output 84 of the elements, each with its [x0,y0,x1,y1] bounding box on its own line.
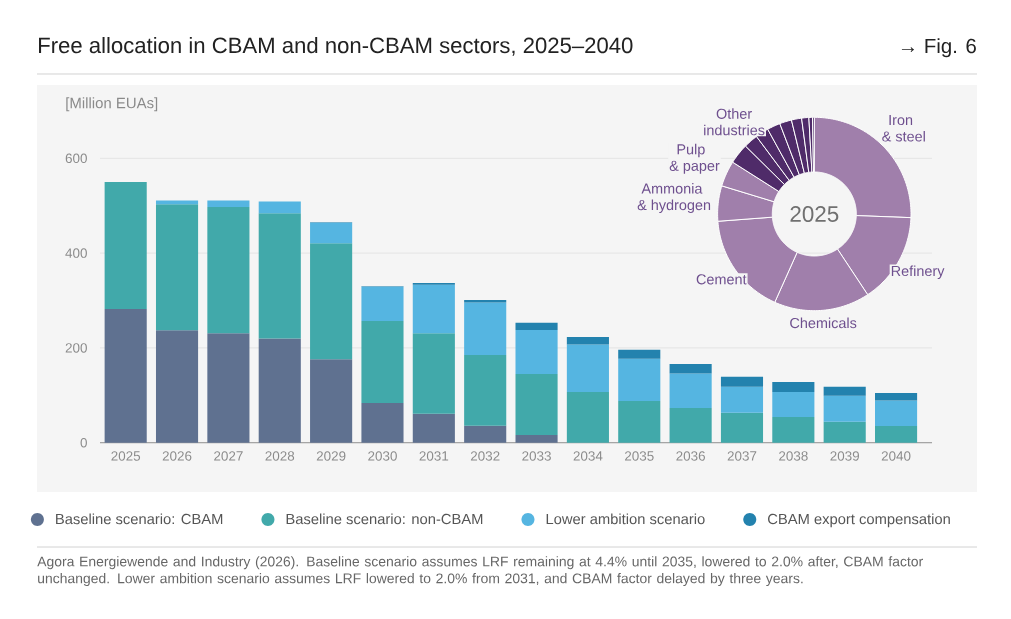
bar [207,333,250,443]
bar [875,400,918,427]
bar [464,425,507,443]
x-tick-label: 2031 [419,451,449,461]
x-tick-label: 2035 [624,451,654,461]
x-tick-label: 2032 [470,451,500,461]
x-tick-label: 2036 [676,451,705,461]
bar [720,376,764,387]
x-tick-label: 2027 [214,451,243,461]
bar [823,386,866,396]
bar [669,408,712,443]
y-tick-label: 600 [65,153,87,164]
x-tick-label: 2026 [162,451,192,461]
bar [618,358,661,401]
bar [772,391,815,418]
bar [258,213,301,339]
bar [875,426,918,443]
bar [155,204,199,331]
x-tick-label: 2037 [727,451,757,461]
bar [207,207,250,334]
bar [566,337,609,345]
bar [720,386,764,413]
bar [566,391,609,443]
slice-label: Refinery [891,265,945,279]
bar [464,302,507,356]
bar [155,200,199,205]
bar [823,421,866,443]
bar [258,201,301,214]
bar [104,182,147,310]
bar [310,222,353,244]
bar [361,286,404,321]
bar [618,400,661,443]
x-tick-label: 2033 [522,451,551,461]
y-tick-label: 200 [65,343,87,353]
bar [412,284,455,334]
y-axis-title: [Million EUAs] [66,97,158,112]
bar [155,330,199,443]
bar [566,344,609,392]
bar [669,373,712,409]
x-tick-label: 2030 [368,451,397,461]
chart-title: Free allocation in CBAM and non-CBAM sectors, 2025–2040 [39,36,633,56]
bar [772,382,815,392]
bar [515,435,558,443]
bar [515,373,558,436]
text: Agora Energiewende and Industry (2026). Baseline scenario assumes LRF remaining at 4.4% until 2035, lowered to 2.0% after, CBAM factor unchanged. Lower ambition scenario assumes LRF lowered to 2.0% from 2031, and CBAM factor delayed by three years. [37,556,923,587]
y-tick-label: 400 [65,248,87,258]
bar [720,412,764,443]
slice-label: Iron & steel [882,115,925,142]
bar [412,413,455,443]
bar [361,402,404,443]
bar [618,349,661,359]
legend-label: Baseline scenario: non-CBAM [286,513,483,525]
slice-label: Ammonia & hydrogen [637,183,711,213]
bar [207,200,250,208]
bar [310,243,353,360]
slice-label: Pulp & paper [669,143,720,174]
bar [104,309,147,443]
bar [361,320,404,403]
bar [310,359,353,443]
legend-label: CBAM export compensation [768,513,950,528]
bar [669,364,712,374]
bar [772,417,815,443]
x-tick-label: 2034 [573,451,603,461]
bar [412,333,455,414]
bar [823,395,866,422]
slice-label: Cement [696,274,747,285]
slice-label: Other industries [704,108,765,136]
bar [875,392,918,401]
x-tick-label: 2029 [316,451,346,461]
x-tick-label: 2028 [265,451,295,461]
x-tick-label: 2038 [779,451,808,461]
legend-label: Baseline scenario: CBAM [56,513,223,525]
x-tick-label: 2039 [830,451,860,461]
text: 2025 [790,206,839,222]
text: → Fig. 6 [901,38,976,58]
bar [515,322,558,330]
legend-label: Lower ambition scenario [546,513,705,525]
y-tick-label: 0 [80,437,87,448]
bar [515,329,558,374]
x-tick-label: 2025 [111,451,141,461]
bar [258,338,301,443]
x-tick-label: 2040 [881,451,911,461]
bar [464,355,507,426]
slice-label: Chemicals [790,317,857,329]
